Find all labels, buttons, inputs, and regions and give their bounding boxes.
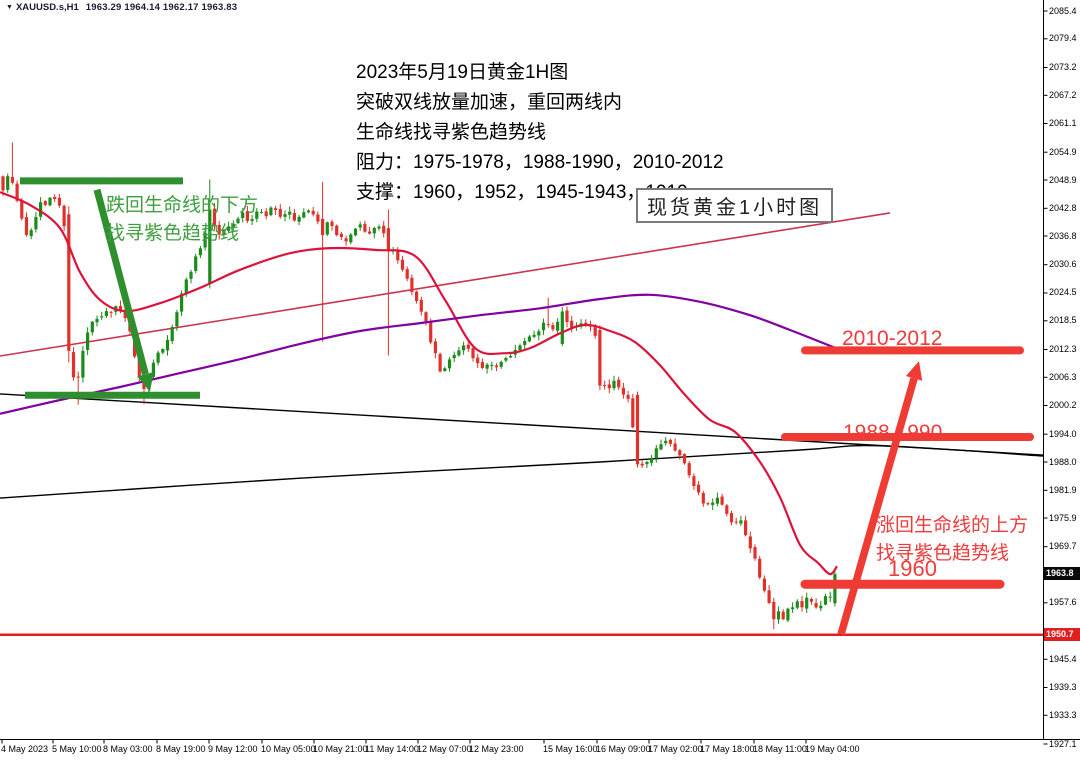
analysis-note-line: 生命线找寻紫色趋势线 (356, 122, 547, 143)
time-tick-label: 17 May 02:00 (648, 744, 703, 754)
price-tick-label: 1981.9 (1049, 484, 1077, 495)
resistance-label-2010-2012: 2010-2012 (842, 327, 943, 350)
resistance-label-1988-1990: 1988 1990 (843, 421, 943, 444)
level-price-badge: 1950.7 (1044, 628, 1080, 641)
price-tick-label: 1975.9 (1049, 512, 1077, 523)
time-tick-label: 11 May 14:00 (365, 744, 419, 754)
price-tick-label: 1927.1 (1049, 738, 1077, 749)
axes-group (0, 0, 1080, 745)
time-tick-label: 15 May 16:00 (543, 744, 598, 754)
time-tick-label: 19 May 04:00 (805, 744, 860, 754)
price-tick-label: 2048.9 (1049, 174, 1077, 185)
time-tick-label: 8 May 19:00 (156, 744, 206, 754)
symbol-header: ▼ XAUUSD.s,H1 1963.29 1964.14 1962.17 1963… (6, 2, 237, 13)
current-price-badge: 1963.8 (1044, 567, 1080, 580)
time-tick-label: 12 May 23:00 (469, 744, 524, 754)
analysis-note-line: 支撑：1960，1952，1945-1943，1919 (356, 182, 688, 203)
time-tick-label: 10 May 21:00 (313, 744, 368, 754)
time-tick-label: 8 May 03:00 (103, 744, 153, 754)
time-tick-label: 17 May 18:00 (700, 744, 755, 754)
price-tick-label: 2000.2 (1049, 400, 1077, 410)
symbol-timeframe-label: XAUUSD.s,H1 (15, 2, 79, 13)
life-line-line (0, 191, 838, 576)
price-tick-label: 1957.6 (1049, 597, 1077, 608)
price-tick-label: 1939.3 (1049, 682, 1077, 692)
price-tick-label: 1994.0 (1049, 428, 1077, 439)
time-tick-label: 5 May 10:00 (52, 744, 102, 754)
price-tick-label: 1969.7 (1049, 541, 1077, 552)
red-annotation-text: 涨回生命线的上方 找寻紫色趋势线 (876, 512, 1028, 568)
price-tick-label: 2030.6 (1049, 259, 1077, 270)
price-tick-label: 2061.1 (1049, 118, 1077, 129)
price-tick-label: 2067.2 (1049, 89, 1077, 100)
price-tick-label: 2085.4 (1049, 5, 1077, 16)
analysis-note-line: 突破双线放量加速，重回两线内 (356, 92, 623, 113)
support-label-1960: 1960 (888, 556, 937, 581)
analysis-note-line: 2023年5月19日黄金1H图 (356, 62, 569, 83)
time-tick-label: 18 May 11:00 (753, 744, 807, 754)
red-annotation-line: 涨回生命线的上方 (876, 515, 1029, 536)
price-tick-label: 2054.9 (1049, 146, 1077, 157)
price-tick-label: 1988.0 (1049, 456, 1077, 467)
price-tick-label: 2012.3 (1049, 343, 1077, 354)
candles-group (1, 142, 837, 630)
price-tick-label: 2042.8 (1049, 202, 1077, 213)
red-up-arrow[interactable] (837, 361, 923, 636)
price-tick-label: 1945.4 (1049, 653, 1077, 664)
time-tick-label: 12 May 07:00 (417, 744, 472, 754)
symbol-dropdown-icon[interactable]: ▼ (6, 4, 13, 11)
black-rising-trendline[interactable] (0, 444, 1044, 499)
ohlc-values: 1963.29 1964.14 1962.17 1963.83 (85, 2, 238, 13)
analysis-note: 2023年5月19日黄金1H图 突破双线放量加速，重回两线内 生命线找寻紫色趋势… (356, 58, 724, 208)
price-tick-label: 2018.5 (1049, 315, 1077, 326)
price-tick-label: 2073.2 (1049, 61, 1077, 72)
time-tick-label: 10 May 05:00 (261, 744, 316, 754)
price-tick-label: 2006.3 (1049, 371, 1077, 382)
green-annotation-line: 跌回生命线的下方 (106, 195, 259, 216)
time-tick-label: 4 May 2023 (1, 744, 49, 754)
price-tick-label: 2036.8 (1049, 230, 1077, 241)
price-tick-label: 1933.3 (1049, 709, 1077, 720)
analysis-note-line: 阻力：1975-1978，1988-1990，2010-2012 (356, 152, 724, 173)
chart-title-box: 现货黄金1小时图 (636, 188, 834, 223)
green-annotation-line: 找寻紫色趋势线 (106, 223, 240, 244)
time-tick-label: 9 May 12:00 (208, 744, 258, 754)
green-down-arrow[interactable] (93, 188, 154, 392)
price-tick-label: 2079.4 (1049, 33, 1077, 44)
red-annotation-line: 找寻紫色趋势线 (876, 543, 1010, 564)
red-ascending-trendline[interactable] (0, 212, 891, 357)
price-tick-label: 2024.5 (1049, 287, 1077, 298)
green-annotation-text: 跌回生命线的下方 找寻紫色趋势线 (106, 192, 258, 248)
time-tick-label: 16 May 09:00 (596, 744, 651, 754)
